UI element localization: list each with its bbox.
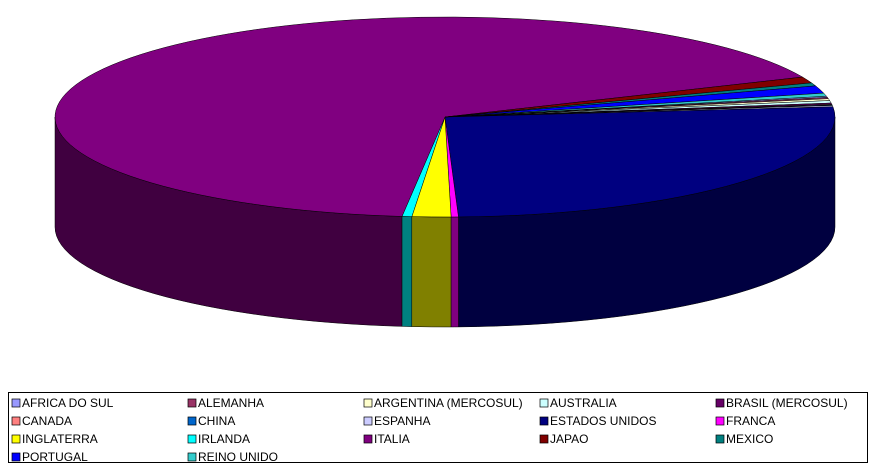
legend-label: PORTUGAL bbox=[22, 450, 88, 464]
legend-label: JAPAO bbox=[550, 432, 588, 446]
legend-swatch bbox=[363, 416, 373, 426]
legend-swatch bbox=[715, 398, 725, 408]
legend-swatch bbox=[363, 434, 373, 444]
legend-swatch bbox=[539, 434, 549, 444]
legend-swatch bbox=[11, 452, 21, 462]
legend-label: CHINA bbox=[198, 414, 235, 428]
legend-swatch bbox=[187, 416, 197, 426]
legend-label: INGLATERRA bbox=[22, 432, 98, 446]
legend-label: MEXICO bbox=[726, 432, 773, 446]
legend-label: FRANCA bbox=[726, 414, 775, 428]
legend-label: BRASIL (MERCOSUL) bbox=[726, 396, 848, 410]
legend-label: ALEMANHA bbox=[198, 396, 264, 410]
legend-label: ESPANHA bbox=[374, 414, 430, 428]
legend-swatch bbox=[539, 416, 549, 426]
legend-label: CANADA bbox=[22, 414, 72, 428]
legend-label: AFRICA DO SUL bbox=[22, 396, 114, 410]
legend-swatch bbox=[715, 434, 725, 444]
legend-swatch bbox=[187, 434, 197, 444]
legend-label: AUSTRALIA bbox=[550, 396, 617, 410]
legend-swatch bbox=[539, 398, 549, 408]
legend-label: IRLANDA bbox=[198, 432, 250, 446]
legend-swatch bbox=[363, 398, 373, 408]
legend-swatch bbox=[11, 434, 21, 444]
legend-label: ESTADOS UNIDOS bbox=[550, 414, 656, 428]
pie-slice bbox=[54, 16, 804, 217]
legend-label: ARGENTINA (MERCOSUL) bbox=[374, 396, 523, 410]
pie-side bbox=[450, 216, 459, 328]
legend-label: ITALIA bbox=[374, 432, 410, 446]
legend-swatch bbox=[187, 398, 197, 408]
pie-side bbox=[401, 216, 413, 327]
legend-label: REINO UNIDO bbox=[198, 450, 278, 464]
pie bbox=[54, 16, 836, 328]
pie-side bbox=[411, 216, 452, 328]
legend-swatch bbox=[11, 398, 21, 408]
legend-swatch bbox=[11, 416, 21, 426]
legend-swatch bbox=[715, 416, 725, 426]
legend-swatch bbox=[187, 452, 197, 462]
pie-slice bbox=[444, 92, 827, 118]
pie-slice bbox=[444, 106, 836, 218]
legend: AFRICA DO SUL ALEMANHA ARGENTINA (MERCOSUL… bbox=[11, 396, 848, 464]
